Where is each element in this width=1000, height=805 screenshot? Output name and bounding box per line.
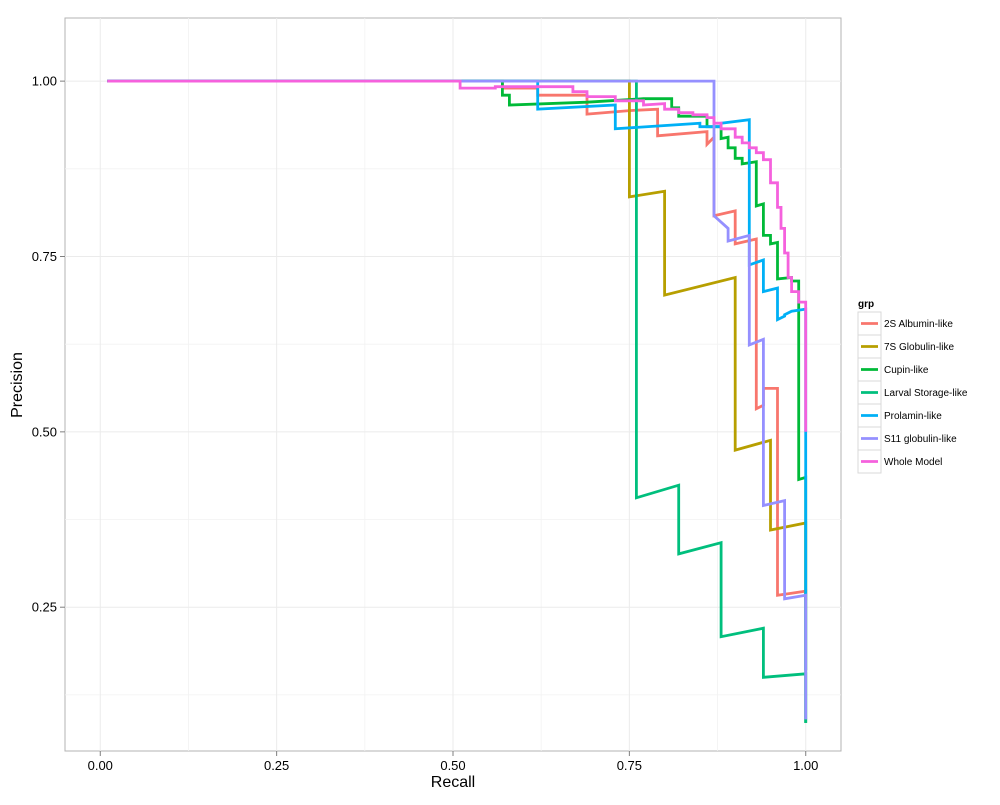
legend-label-prolamin-like: Prolamin-like (884, 411, 942, 422)
series-line-s11-globulin-like (107, 79, 808, 720)
legend-title: grp (858, 299, 874, 310)
y-tick-label: 0.25 (32, 600, 57, 615)
legend: grp 2S Albumin-like 7S Globulin-like Cupin… (857, 299, 968, 474)
legend-label-whole-model: Whole Model (884, 457, 942, 468)
series-lines (107, 79, 808, 723)
x-tick-label: 0.50 (440, 758, 465, 773)
y-axis-title: Precision (9, 352, 26, 418)
axes: 0.00 0.25 0.50 0.75 1.00 0.25 0.50 0.75 1.00 (32, 74, 819, 773)
legend-label-larval-storage-like: Larval Storage-like (884, 388, 968, 399)
grid-lines (65, 18, 841, 751)
legend-label-7s-globulin-like: 7S Globulin-like (884, 342, 954, 353)
legend-label-cupin-like: Cupin-like (884, 365, 929, 376)
legend-label-2s-albumin-like: 2S Albumin-like (884, 319, 953, 330)
x-tick-label: 0.00 (88, 758, 113, 773)
x-tick-label: 1.00 (793, 758, 818, 773)
series-line-whole-model (107, 79, 808, 432)
series-line-larval-storage-like (107, 79, 808, 723)
legend-label-s11-globulin-like: S11 globulin-like (884, 434, 957, 445)
series-line-7s-globulin-like (107, 79, 808, 671)
x-axis-title: Recall (431, 774, 475, 791)
y-tick-label: 0.75 (32, 249, 57, 264)
y-tick-label: 1.00 (32, 74, 57, 89)
x-tick-label: 0.25 (264, 758, 289, 773)
x-tick-label: 0.75 (617, 758, 642, 773)
y-tick-label: 0.50 (32, 424, 57, 439)
series-line-prolamin-like (107, 79, 808, 671)
